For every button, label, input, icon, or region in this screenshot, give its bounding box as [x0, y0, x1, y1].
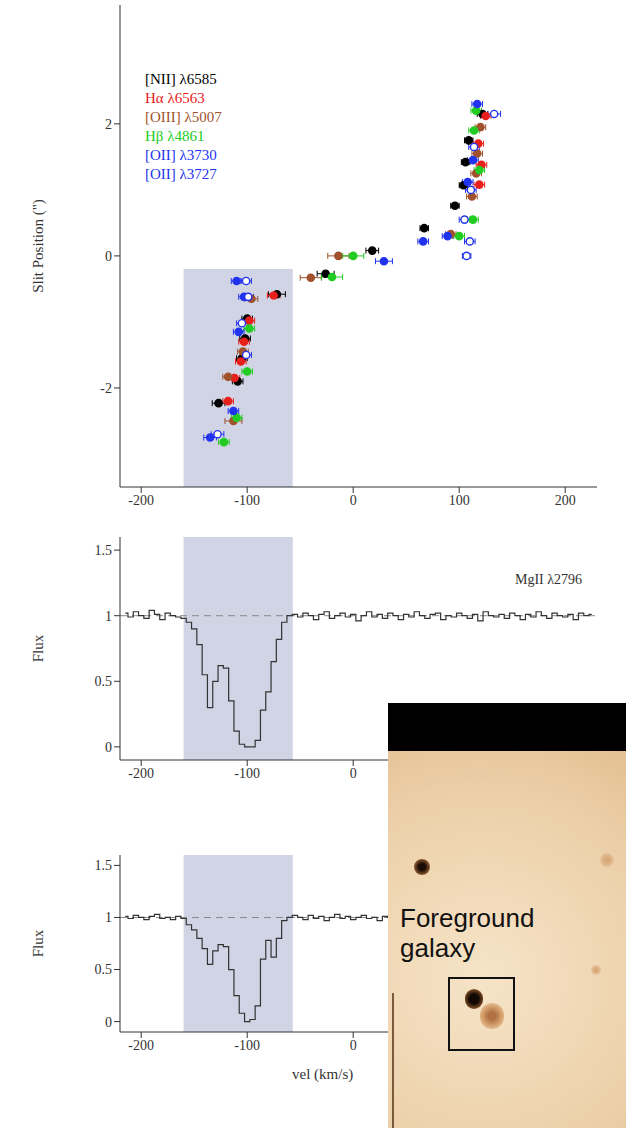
svg-text:0: 0: [105, 740, 112, 755]
svg-text:0: 0: [350, 1038, 357, 1053]
html-text:[OII] λ3727: [OII] λ3727: [145, 166, 217, 182]
svg-text:-200: -200: [128, 493, 154, 508]
svg-text:0.5: 0.5: [95, 962, 113, 977]
svg-text:-2: -2: [100, 381, 112, 396]
svg-text:0: 0: [105, 1015, 112, 1030]
svg-text:1.5: 1.5: [95, 858, 113, 873]
svg-text:1: 1: [105, 609, 112, 624]
svg-text:1: 1: [105, 910, 112, 925]
svg-text:0.5: 0.5: [95, 674, 113, 689]
svg-text:200: 200: [555, 493, 576, 508]
svg-text:1.5: 1.5: [95, 543, 113, 558]
svg-text:-100: -100: [234, 766, 260, 781]
svg-text:0: 0: [350, 766, 357, 781]
svg-text:Flux: Flux: [30, 929, 46, 957]
html-text:[NII] λ6585: [NII] λ6585: [145, 71, 217, 87]
svg-text:2: 2: [105, 117, 112, 132]
svg-text:0: 0: [350, 493, 357, 508]
svg-text:0: 0: [105, 249, 112, 264]
html-text:Foreground galaxy: Foreground galaxy: [400, 903, 535, 963]
html-text:vel (km/s): vel (km/s): [292, 1066, 354, 1082]
svg-text:100: 100: [449, 493, 470, 508]
html-text:MgII λ2796: MgII λ2796: [515, 572, 583, 587]
html-text:Hβ λ4861: Hβ λ4861: [145, 128, 205, 144]
svg-text:-200: -200: [128, 1038, 154, 1053]
html-text:Hα λ6563: Hα λ6563: [145, 90, 205, 106]
svg-text:-100: -100: [234, 1038, 260, 1053]
html-text:[OII] λ3730: [OII] λ3730: [145, 147, 217, 163]
svg-text:Slit Position ("): Slit Position ("): [30, 199, 47, 293]
html-text:[OIII] λ5007: [OIII] λ5007: [145, 109, 222, 125]
svg-text:-100: -100: [234, 493, 260, 508]
svg-text:-200: -200: [128, 766, 154, 781]
svg-text:Flux: Flux: [30, 634, 46, 662]
